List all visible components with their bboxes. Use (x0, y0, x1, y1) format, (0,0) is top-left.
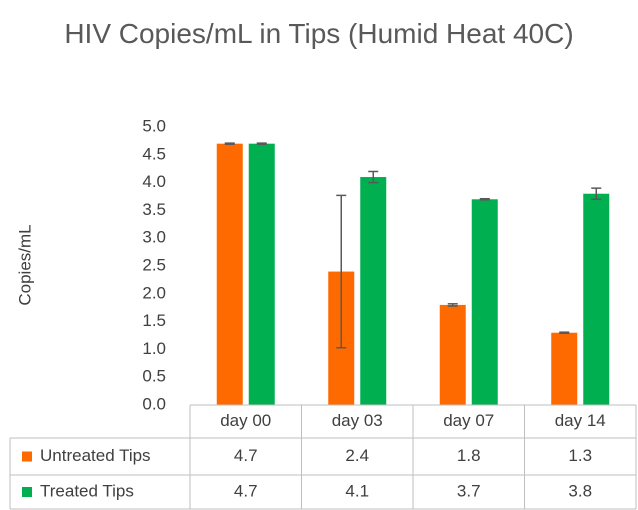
legend-label: Treated Tips (40, 481, 134, 500)
legend-swatch (22, 451, 32, 462)
y-tick-label: 5.0 (142, 116, 166, 135)
x-tick-label: day 07 (443, 411, 494, 430)
y-tick-label: 0.0 (142, 394, 166, 413)
y-tick-label: 3.5 (142, 200, 166, 219)
table-value: 4.7 (234, 446, 258, 465)
bar (360, 177, 387, 405)
bar (216, 143, 243, 405)
y-tick-label: 0.5 (142, 367, 166, 386)
bar (471, 199, 498, 405)
y-tick-label: 1.0 (142, 339, 166, 358)
x-tick-label: day 14 (555, 411, 606, 430)
table-value: 1.8 (457, 446, 481, 465)
table-value: 4.7 (234, 481, 258, 500)
table-value: 1.3 (568, 446, 592, 465)
error-bar (336, 194, 347, 349)
error-bar (256, 142, 267, 145)
x-tick-label: day 00 (220, 411, 271, 430)
y-tick-label: 4.5 (142, 144, 166, 163)
table-value: 4.1 (345, 481, 369, 500)
table-value: 2.4 (345, 446, 369, 465)
error-bar (591, 187, 602, 201)
bar (248, 143, 275, 405)
error-bar (559, 331, 570, 335)
x-tick-label: day 03 (332, 411, 383, 430)
y-tick-label: 2.0 (142, 283, 166, 302)
y-tick-label: 1.5 (142, 311, 166, 330)
chart-title: HIV Copies/mL in Tips (Humid Heat 40C) (64, 18, 574, 49)
bar (583, 193, 610, 405)
error-bar (479, 197, 490, 201)
error-bar (368, 170, 379, 184)
legend-label: Untreated Tips (40, 446, 151, 465)
error-bar (447, 303, 458, 307)
table-value: 3.8 (568, 481, 592, 500)
table-value: 3.7 (457, 481, 481, 500)
bar (551, 332, 578, 405)
y-tick-label: 2.5 (142, 255, 166, 274)
y-tick-label: 3.0 (142, 228, 166, 247)
bar (439, 304, 466, 405)
y-axis-label: Copies/mL (15, 224, 34, 305)
error-bar (224, 142, 235, 145)
y-tick-label: 4.0 (142, 172, 166, 191)
legend-swatch (22, 487, 32, 497)
